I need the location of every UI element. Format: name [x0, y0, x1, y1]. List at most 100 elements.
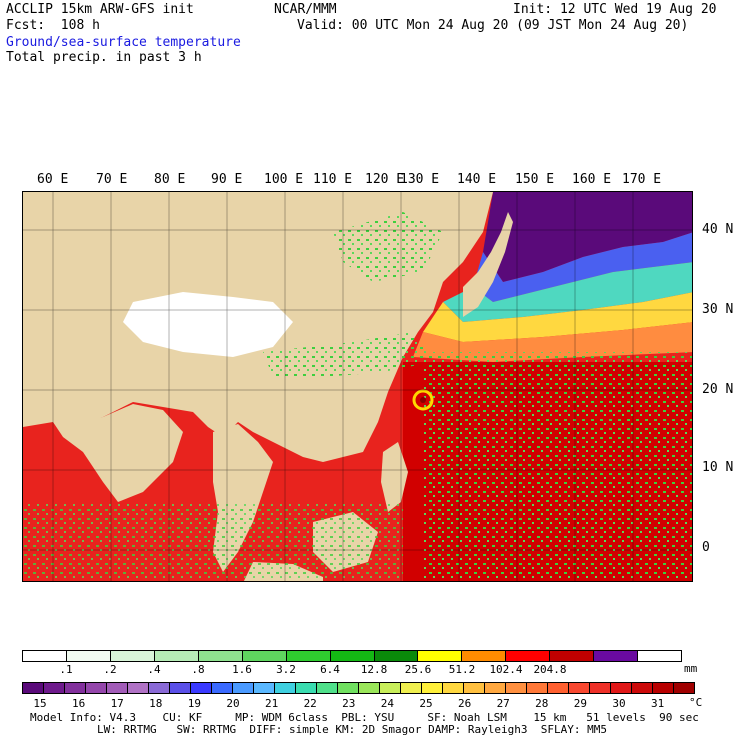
colorbar-swatch: [149, 683, 170, 693]
temperature-tick-label: 27: [496, 697, 510, 710]
colorbar-swatch: [154, 651, 199, 661]
temperature-tick-label: 18: [149, 697, 163, 710]
colorbar-swatch: [317, 683, 338, 693]
colorbar-swatch: [110, 651, 155, 661]
precip-colorbar: [22, 650, 682, 662]
longitude-label: 60 E: [37, 172, 69, 187]
colorbar-swatch: [128, 683, 149, 693]
temperature-tick-label: 26: [457, 697, 472, 710]
colorbar-swatch: [638, 651, 682, 661]
longitude-label: 170 E: [622, 172, 662, 187]
colorbar-swatch: [23, 683, 44, 693]
colorbar-swatch: [330, 651, 375, 661]
longitude-label: 160 E: [572, 172, 612, 187]
colorbar-swatch: [464, 683, 485, 693]
temperature-tick-label: 29: [573, 697, 588, 710]
temperature-tick-label: 25: [419, 697, 433, 710]
colorbar-swatch: [550, 651, 595, 661]
precip-tick-label: 204.8: [533, 663, 567, 676]
precip-tick-label: 3.2: [276, 663, 296, 676]
init-time: Init: 12 UTC Wed 19 Aug 20: [513, 2, 717, 17]
valid-time: Valid: 00 UTC Mon 24 Aug 20 (09 JST Mon …: [297, 18, 689, 33]
precip-tick-label: 51.2: [448, 663, 476, 676]
colorbar-swatch: [23, 651, 67, 661]
temperature-tick-label: 15: [33, 697, 47, 710]
colorbar-swatch: [422, 683, 443, 693]
temperature-colorbar: [22, 682, 695, 694]
colorbar-swatch: [632, 683, 653, 693]
temperature-tick-label: 23: [342, 697, 356, 710]
colorbar-swatch: [233, 683, 254, 693]
latitude-label: 20 N: [702, 382, 734, 397]
colorbar-swatch: [374, 651, 419, 661]
precip-tick-label: .4: [147, 663, 161, 676]
longitude-label: 90 E: [211, 172, 243, 187]
model-info-line1: Model Info: V4.3 CU: KF MP: WDM 6class P…: [30, 711, 699, 724]
temperature-tick-label: 30: [612, 697, 626, 710]
org-label: NCAR/MMM: [274, 2, 337, 17]
colorbar-swatch: [485, 683, 506, 693]
typhoon-eye: [420, 397, 426, 403]
precip-tick-label: 25.6: [404, 663, 432, 676]
precip-china-band: [263, 332, 433, 377]
colorbar-swatch: [506, 651, 551, 661]
temperature-tick-label: 24: [380, 697, 395, 710]
tibet-plateau: [123, 292, 293, 357]
colorbar-swatch: [527, 683, 548, 693]
field-label-precip: Total precip. in past 3 h: [6, 50, 202, 65]
latitude-label: 10 N: [702, 460, 734, 475]
colorbar-swatch: [338, 683, 359, 693]
temperature-tick-label: 17: [110, 697, 124, 710]
precip-tick-label: .8: [191, 663, 205, 676]
colorbar-swatch: [590, 683, 611, 693]
longitude-label: 130 E: [400, 172, 440, 187]
longitude-label: 80 E: [154, 172, 186, 187]
temperature-unit: °C: [689, 696, 703, 709]
weather-map: [22, 191, 693, 582]
colorbar-swatch: [359, 683, 380, 693]
colorbar-swatch: [286, 651, 331, 661]
latitude-label: 30 N: [702, 302, 734, 317]
longitude-label: 140 E: [457, 172, 497, 187]
map-gridlines: [23, 192, 692, 581]
precip-ocean: [423, 352, 692, 581]
colorbar-swatch: [674, 683, 694, 693]
colorbar-swatch: [170, 683, 191, 693]
precip-tick-label: .2: [103, 663, 117, 676]
colorbar-swatch: [569, 683, 590, 693]
model-title: ACCLIP 15km ARW-GFS init: [6, 2, 194, 17]
colorbar-swatch: [198, 651, 243, 661]
temperature-tick-label: 22: [303, 697, 317, 710]
model-info-line2: LW: RRTMG SW: RRTMG DIFF: simple KM: 2D …: [97, 723, 607, 736]
colorbar-swatch: [275, 683, 296, 693]
colorbar-swatch: [296, 683, 317, 693]
map-svg: [23, 192, 692, 581]
colorbar-swatch: [443, 683, 464, 693]
colorbar-swatch: [66, 651, 111, 661]
longitude-label: 100 E: [264, 172, 304, 187]
longitude-label: 120 E: [365, 172, 405, 187]
longitude-label: 150 E: [515, 172, 555, 187]
latitude-label: 40 N: [702, 222, 734, 237]
precip-tick-label: 102.4: [489, 663, 523, 676]
precip-unit: mm: [684, 662, 698, 675]
field-label-temperature: Ground/sea-surface temperature: [6, 35, 241, 50]
colorbar-swatch: [212, 683, 233, 693]
land-india: [53, 404, 183, 502]
forecast-hour: Fcst: 108 h: [6, 18, 100, 33]
precip-tick-label: 12.8: [360, 663, 388, 676]
precip-tick-label: 6.4: [320, 663, 340, 676]
sea-mild-yellow: [423, 292, 692, 342]
precip-equatorial: [23, 502, 403, 581]
temperature-tick-label: 31: [650, 697, 665, 710]
colorbar-swatch: [44, 683, 65, 693]
sea-cool-cyan: [443, 262, 692, 322]
colorbar-swatch: [594, 651, 639, 661]
colorbar-swatch: [611, 683, 632, 693]
colorbar-swatch: [548, 683, 569, 693]
colorbar-swatch: [418, 651, 463, 661]
precip-north-china: [333, 212, 443, 282]
colorbar-swatch: [107, 683, 128, 693]
longitude-label: 70 E: [96, 172, 128, 187]
colorbar-swatch: [506, 683, 527, 693]
